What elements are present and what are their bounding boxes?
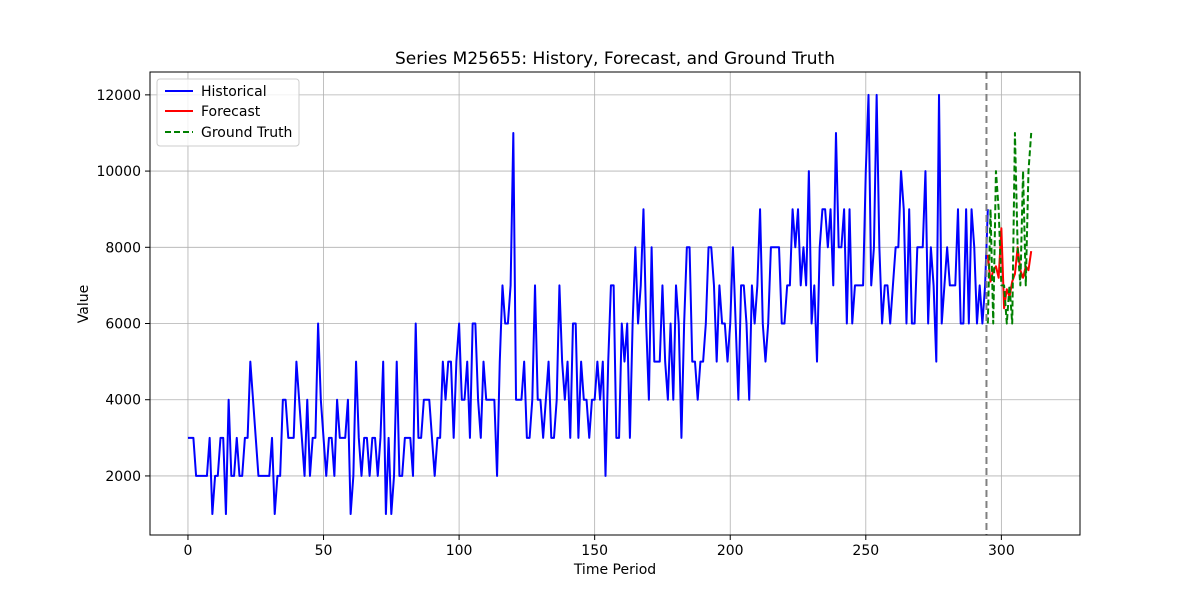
y-tick-label: 2000	[105, 469, 141, 485]
legend-historical-label: Historical	[201, 84, 267, 100]
x-axis-label: Time Period	[573, 562, 656, 578]
legend-box	[156, 78, 300, 147]
legend-forecast-label: Forecast	[201, 104, 261, 120]
chart-title: Series M25655: History, Forecast, and Gr…	[395, 49, 835, 69]
x-tick-label: 100	[446, 543, 473, 559]
x-tick-label: 250	[852, 543, 879, 559]
plot-frame	[149, 71, 1081, 536]
x-tick-label: 50	[315, 543, 333, 559]
y-tick-label: 4000	[105, 393, 141, 409]
y-tick-label: 10000	[96, 164, 141, 180]
ground-truth-line	[986, 131, 1033, 325]
legend-ground-truth-label: Ground Truth	[201, 125, 292, 141]
x-tick-label: 150	[581, 543, 608, 559]
y-tick-label: 8000	[105, 240, 141, 256]
x-axis: 0 50 100 150 200 250 300	[183, 535, 1015, 559]
x-tick-label: 300	[988, 543, 1015, 559]
legend: Historical Forecast Ground Truth	[156, 78, 300, 147]
plot-lines	[187, 72, 1033, 535]
y-tick-label: 12000	[96, 88, 141, 104]
x-tick-label: 200	[717, 543, 744, 559]
x-tick-label: 0	[183, 543, 192, 559]
historical-line	[187, 93, 989, 516]
y-tick-label: 6000	[105, 317, 141, 333]
y-axis-label: Value	[76, 285, 92, 323]
y-axis: 2000 4000 6000 8000 10000 12000	[96, 88, 150, 485]
